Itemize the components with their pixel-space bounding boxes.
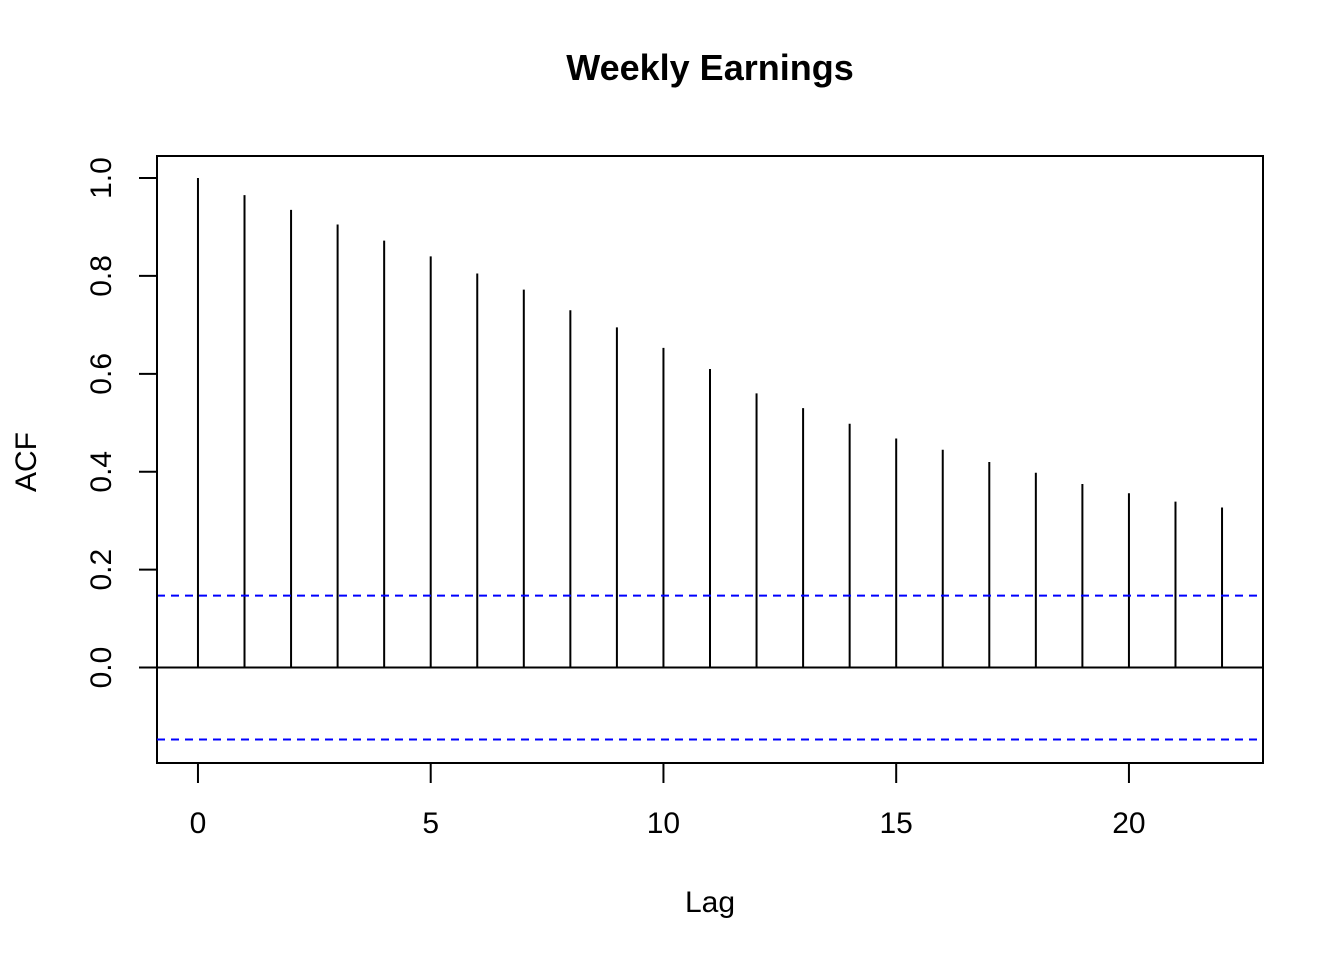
y-tick-label-2: 0.4 bbox=[85, 451, 118, 493]
x-tick-label-0: 0 bbox=[190, 807, 207, 840]
plot-area: 0 5 10 15 20 0.0 0.2 0.4 0.6 0.8 1.0 bbox=[85, 155, 1264, 840]
x-tick-label-15: 15 bbox=[880, 807, 913, 840]
x-tick-label-10: 10 bbox=[647, 807, 680, 840]
y-tick-label-5: 1.0 bbox=[85, 157, 118, 199]
x-axis-label: Lag bbox=[685, 886, 735, 919]
y-tick-label-1: 0.2 bbox=[85, 549, 118, 591]
y-tick-label-3: 0.6 bbox=[85, 353, 118, 395]
y-tick-label-4: 0.8 bbox=[85, 255, 118, 297]
chart-title: Weekly Earnings bbox=[566, 47, 853, 88]
x-tick-label-5: 5 bbox=[422, 807, 439, 840]
y-tick-label-0: 0.0 bbox=[85, 647, 118, 689]
x-tick-label-20: 20 bbox=[1112, 807, 1145, 840]
y-axis-label: ACF bbox=[10, 432, 43, 492]
